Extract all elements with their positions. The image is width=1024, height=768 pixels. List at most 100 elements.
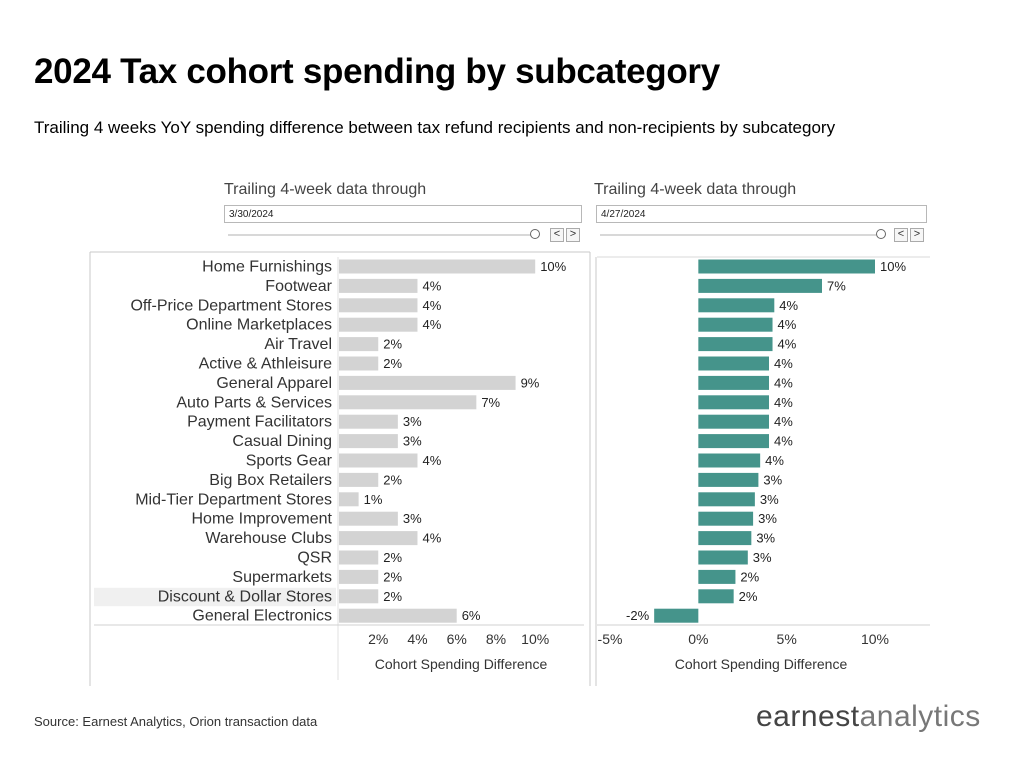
logo-part-1: earnest xyxy=(756,700,860,733)
data-label: 2% xyxy=(383,337,402,352)
data-label: 4% xyxy=(422,278,441,293)
x-tick-label: 10% xyxy=(521,631,549,647)
bar xyxy=(698,298,775,313)
x-axis-title: Cohort Spending Difference xyxy=(375,656,548,672)
next-date-button-left[interactable]: > xyxy=(566,228,580,242)
data-label: 4% xyxy=(774,395,793,410)
data-label: 4% xyxy=(422,453,441,468)
bar xyxy=(698,395,769,410)
category-label: Payment Facilitators xyxy=(187,414,332,431)
category-label: QSR xyxy=(297,550,332,567)
bar xyxy=(339,511,398,526)
bar xyxy=(698,492,755,507)
date-input-left[interactable]: 3/30/2024 xyxy=(224,205,582,223)
category-label: Off-Price Department Stores xyxy=(130,297,332,314)
bar xyxy=(698,356,769,371)
x-tick-label: 0% xyxy=(688,631,708,647)
date-control-label-left: Trailing 4-week data through xyxy=(224,181,427,198)
data-label: 3% xyxy=(758,511,777,526)
date-slider-track-left[interactable] xyxy=(228,234,534,236)
bar xyxy=(698,453,761,468)
bar xyxy=(654,608,699,623)
bar xyxy=(339,453,418,468)
date-slider-handle-left[interactable] xyxy=(530,229,540,239)
bar xyxy=(339,259,536,274)
data-label: 3% xyxy=(403,414,422,429)
x-tick-label: 4% xyxy=(407,631,427,647)
logo-part-2: analytics xyxy=(859,700,981,733)
category-label: General Electronics xyxy=(192,608,332,625)
bar xyxy=(698,531,752,546)
bar xyxy=(698,550,748,565)
highlight-row xyxy=(94,587,336,607)
date-control-label-right: Trailing 4-week data through xyxy=(594,181,797,198)
category-label: Footwear xyxy=(265,278,332,295)
category-label: Supermarkets xyxy=(232,569,332,586)
bar xyxy=(698,414,769,429)
panel-frames xyxy=(89,251,930,686)
bar xyxy=(339,375,516,390)
data-label: 4% xyxy=(422,531,441,546)
date-input-right[interactable]: 4/27/2024 xyxy=(596,205,927,223)
earnest-analytics-logo: earnestanalytics xyxy=(756,700,981,734)
category-label: Mid-Tier Department Stores xyxy=(135,491,332,508)
data-label: 2% xyxy=(383,569,402,584)
category-label: Big Box Retailers xyxy=(209,472,332,489)
bar xyxy=(339,472,379,487)
data-label: 7% xyxy=(481,395,500,410)
bar xyxy=(698,434,769,449)
source-note: Source: Earnest Analytics, Orion transac… xyxy=(34,714,318,729)
category-label: Auto Parts & Services xyxy=(176,394,332,411)
x-tick-label: 6% xyxy=(447,631,467,647)
bar xyxy=(339,414,398,429)
date-slider-handle-right[interactable] xyxy=(876,229,886,239)
x-tick-label: 5% xyxy=(777,631,797,647)
x-axis-title: Cohort Spending Difference xyxy=(675,656,848,672)
bar xyxy=(698,278,822,293)
data-label: 9% xyxy=(521,375,540,390)
bar xyxy=(698,259,875,274)
x-tick-label: -5% xyxy=(598,631,623,647)
left-bar-chart: Home Furnishings 10% Footwear 4% Off-Price D… xyxy=(94,259,567,672)
data-label: 4% xyxy=(779,298,798,313)
bar xyxy=(698,569,736,584)
bar xyxy=(339,434,398,449)
bar xyxy=(698,472,759,487)
category-label: Discount & Dollar Stores xyxy=(158,588,332,605)
data-label: 4% xyxy=(778,337,797,352)
bar xyxy=(339,395,477,410)
bar xyxy=(339,569,379,584)
data-label: 2% xyxy=(383,472,402,487)
data-label: 3% xyxy=(403,434,422,449)
date-slider-track-right[interactable] xyxy=(600,234,876,236)
data-label: 4% xyxy=(422,298,441,313)
category-label: Home Furnishings xyxy=(202,259,332,276)
right-bar-chart: 10% 7% 4% 4% 4% 4% 4% 4% 4% 4% 4% 3% 3% 3% 3% 3% 2% 2% -2%… xyxy=(598,259,907,672)
data-label: 4% xyxy=(765,453,784,468)
data-label: 2% xyxy=(740,569,759,584)
bar xyxy=(339,531,418,546)
x-tick-label: 8% xyxy=(486,631,506,647)
bar xyxy=(339,356,379,371)
bar xyxy=(339,608,457,623)
data-label: 1% xyxy=(364,492,383,507)
bar xyxy=(339,492,359,507)
data-label: 6% xyxy=(462,608,481,623)
bar xyxy=(339,550,379,565)
category-label: Active & Athleisure xyxy=(199,356,333,373)
next-date-button-right[interactable]: > xyxy=(910,228,924,242)
prev-date-button-right[interactable]: < xyxy=(894,228,908,242)
category-label: General Apparel xyxy=(216,375,332,392)
data-label: 4% xyxy=(778,317,797,332)
bar xyxy=(339,337,379,352)
bar xyxy=(698,317,773,332)
data-label: 10% xyxy=(880,259,906,274)
prev-date-button-left[interactable]: < xyxy=(550,228,564,242)
data-label: 3% xyxy=(760,492,779,507)
category-label: Air Travel xyxy=(264,336,332,353)
data-label: 2% xyxy=(383,589,402,604)
x-tick-label: 2% xyxy=(368,631,388,647)
bar xyxy=(339,589,379,604)
data-label: 4% xyxy=(774,356,793,371)
